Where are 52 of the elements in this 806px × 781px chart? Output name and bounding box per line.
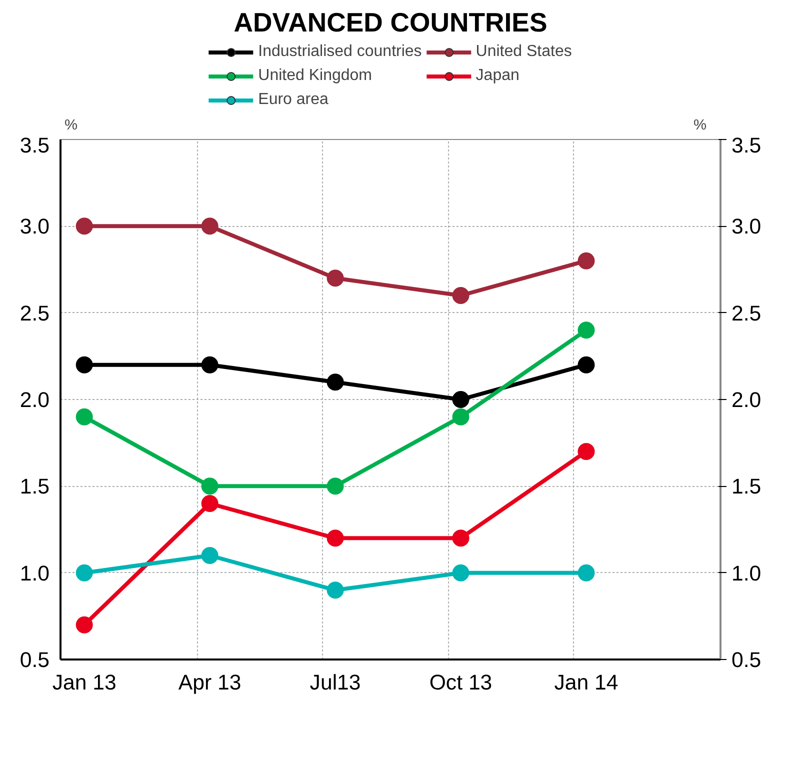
point — [326, 530, 344, 547]
point — [76, 356, 93, 374]
legend-label: Japan — [476, 67, 520, 85]
y-tick-label: 2.5 — [20, 301, 50, 326]
y2-tick-label: 3.5 — [732, 134, 762, 158]
point — [578, 252, 595, 270]
chart-title: ADVANCED COUNTRIES — [234, 8, 548, 38]
legend-label: United States — [476, 43, 572, 61]
x-tick-label: Jul13 — [310, 670, 361, 694]
point — [76, 218, 93, 235]
point — [76, 564, 93, 582]
point — [452, 287, 470, 304]
y-tick-label: 3.0 — [20, 214, 50, 239]
y-axis-title: % — [64, 118, 78, 134]
point — [452, 530, 470, 547]
x-tick-label: Oct 13 — [429, 670, 492, 694]
point — [452, 564, 470, 582]
point — [452, 391, 470, 408]
point — [201, 495, 218, 512]
y2-tick-label: 2.5 — [732, 301, 762, 326]
point — [201, 547, 218, 564]
point — [326, 374, 344, 391]
x-tick-label: Apr 13 — [178, 670, 242, 694]
legend-label: United Kingdom — [258, 67, 372, 85]
y2-tick-label: 2.0 — [732, 388, 762, 412]
point — [201, 478, 218, 495]
y2-tick-label: 1.5 — [732, 474, 762, 499]
point — [578, 356, 595, 374]
legend-label: Euro area — [258, 91, 328, 109]
point — [201, 356, 218, 374]
point — [326, 270, 344, 287]
point — [76, 408, 93, 426]
y-tick-label: 1.5 — [20, 474, 50, 499]
y2-tick-label: 1.0 — [732, 561, 762, 586]
point — [76, 616, 93, 634]
y2-tick-label: 0.5 — [732, 648, 762, 672]
y2-tick-label: 3.0 — [732, 214, 762, 239]
y-tick-label: 3.5 — [20, 134, 50, 158]
point — [201, 218, 218, 235]
x-tick-label: Jan 13 — [52, 670, 116, 694]
legend-label: Industrialised countries — [258, 43, 422, 61]
y-tick-label: 1.0 — [20, 561, 50, 586]
y2-axis-title: % — [693, 118, 707, 134]
point — [578, 443, 595, 460]
y-tick-label: 2.0 — [20, 388, 50, 412]
point — [326, 582, 344, 599]
x-tick-label: Jan 14 — [554, 670, 618, 694]
point — [326, 478, 344, 495]
point — [578, 564, 595, 582]
y-tick-label: 0.5 — [20, 648, 50, 672]
point — [578, 322, 595, 339]
point — [452, 408, 470, 426]
